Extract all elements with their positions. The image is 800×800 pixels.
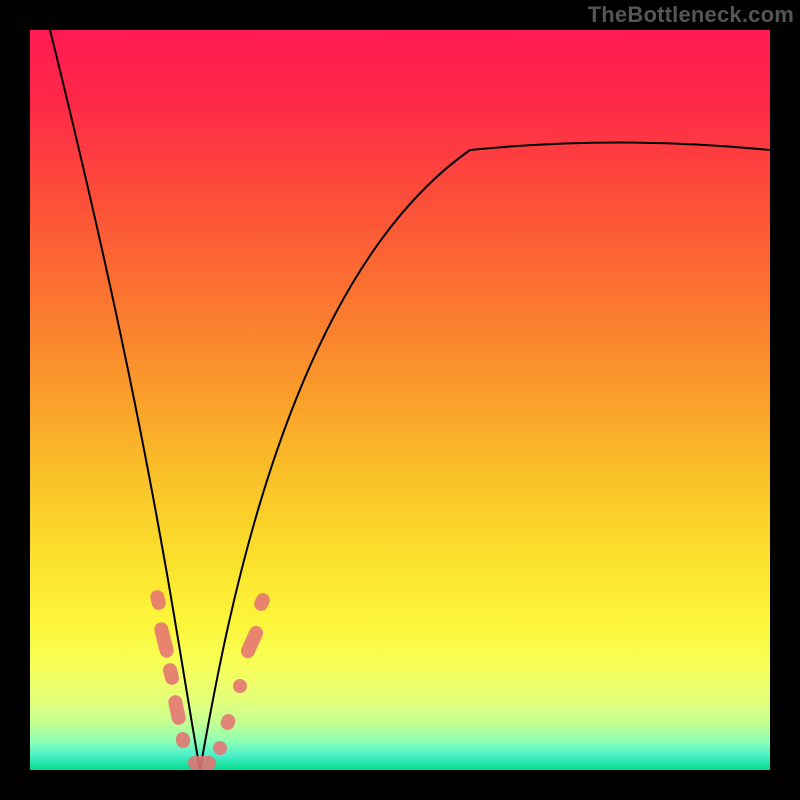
chart-background-gradient [30,30,770,770]
chart-stage: TheBottleneck.com [0,0,800,800]
curve-marker [188,756,216,770]
chart-svg [0,0,800,800]
watermark-text: TheBottleneck.com [588,2,794,28]
